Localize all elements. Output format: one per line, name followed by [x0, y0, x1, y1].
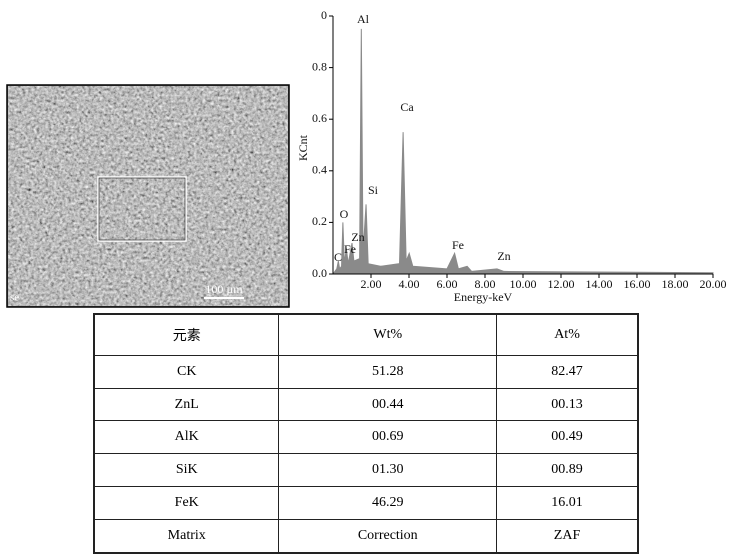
table-cell: 00.49 [496, 420, 639, 455]
y-axis-label: KCnt [296, 134, 310, 161]
table-cell: 82.47 [496, 354, 639, 389]
peak-label: O [340, 207, 349, 221]
x-tick-label: 18.00 [662, 277, 689, 291]
x-tick-label: 14.00 [586, 277, 613, 291]
table-cell: 16.01 [496, 486, 639, 520]
x-tick-label: 4.00 [399, 277, 420, 291]
table-cell: Correction [278, 518, 498, 554]
table-row: AlK 00.69 00.49 [93, 420, 639, 455]
table-cell: 00.69 [278, 420, 498, 455]
x-tick-label: 12.00 [548, 277, 575, 291]
table-cell: ZnL [93, 387, 280, 422]
x-tick-label: 20.00 [700, 277, 727, 291]
spectrum-area [332, 28, 714, 275]
y-tick-label: 0 [321, 8, 327, 22]
peak-label: Si [368, 183, 379, 197]
spectrum: 0.0 0.2 0.4 0.6 0.8 0 2.00 4.00 6.00 8.00 10.00 12.… [296, 8, 727, 304]
y-tick-label: 0.8 [312, 59, 327, 73]
x-tick-label: 10.00 [510, 277, 537, 291]
table-cell: 00.89 [496, 453, 639, 487]
peak-label: Zn [497, 249, 510, 263]
peak-label: C [334, 250, 342, 264]
y-tick-label: 0.6 [312, 111, 327, 125]
y-tick-label: 0.0 [312, 266, 327, 280]
table-cell: 00.44 [278, 387, 498, 422]
table-cell: 51.28 [278, 354, 498, 389]
table-cell: 01.30 [278, 453, 498, 487]
selection-box [97, 176, 187, 242]
peak-label: Ca [400, 100, 414, 114]
image-texture [8, 86, 288, 306]
table-row: SiK 01.30 00.89 [93, 453, 639, 487]
header-cell: At% [496, 313, 639, 356]
table-cell: AlK [93, 420, 280, 455]
peak-label: Fe [344, 242, 356, 256]
selection-box-inner [98, 177, 186, 241]
x-tick-label: 8.00 [475, 277, 496, 291]
y-tick-label: 0.2 [312, 214, 327, 228]
table-row: ZnL 00.44 00.13 [93, 387, 639, 422]
image-label: se [10, 292, 19, 304]
table-cell: 46.29 [278, 486, 498, 520]
x-tick-label: 2.00 [361, 277, 382, 291]
element-table: 元素 Wt% At% CK 51.28 82.47 ZnL 00.44 00.13 AlK 00.6… [93, 313, 639, 554]
y-tick-label: 0.4 [312, 163, 327, 177]
x-tick-label: 6.00 [437, 277, 458, 291]
peak-label: Al [357, 12, 370, 26]
header-row: 元素 Wt% At% [93, 313, 639, 356]
table-row: Matrix Correction ZAF [93, 518, 639, 554]
table-row: CK 51.28 82.47 [93, 354, 639, 389]
table-cell: ZAF [496, 518, 639, 554]
table-row: FeK 46.29 16.01 [93, 486, 639, 520]
table-cell: CK [93, 354, 280, 389]
table-cell: Matrix [93, 518, 280, 554]
table-cell: FeK [93, 486, 280, 520]
x-tick-label: 16.00 [624, 277, 651, 291]
table-body: 元素 Wt% At% CK 51.28 82.47 ZnL 00.44 00.13 AlK 00.6… [93, 313, 639, 554]
sem-image: se 100 µm [6, 84, 290, 308]
header-cell: Wt% [278, 313, 498, 356]
x-axis-label: Energy-keV [454, 290, 513, 304]
peak-label: Zn [351, 230, 364, 244]
scale-bar-label: 100 µm [205, 282, 243, 296]
peak-label: Fe [452, 238, 464, 252]
table-cell: SiK [93, 453, 280, 487]
header-cell: 元素 [93, 313, 280, 356]
table-cell: 00.13 [496, 387, 639, 422]
